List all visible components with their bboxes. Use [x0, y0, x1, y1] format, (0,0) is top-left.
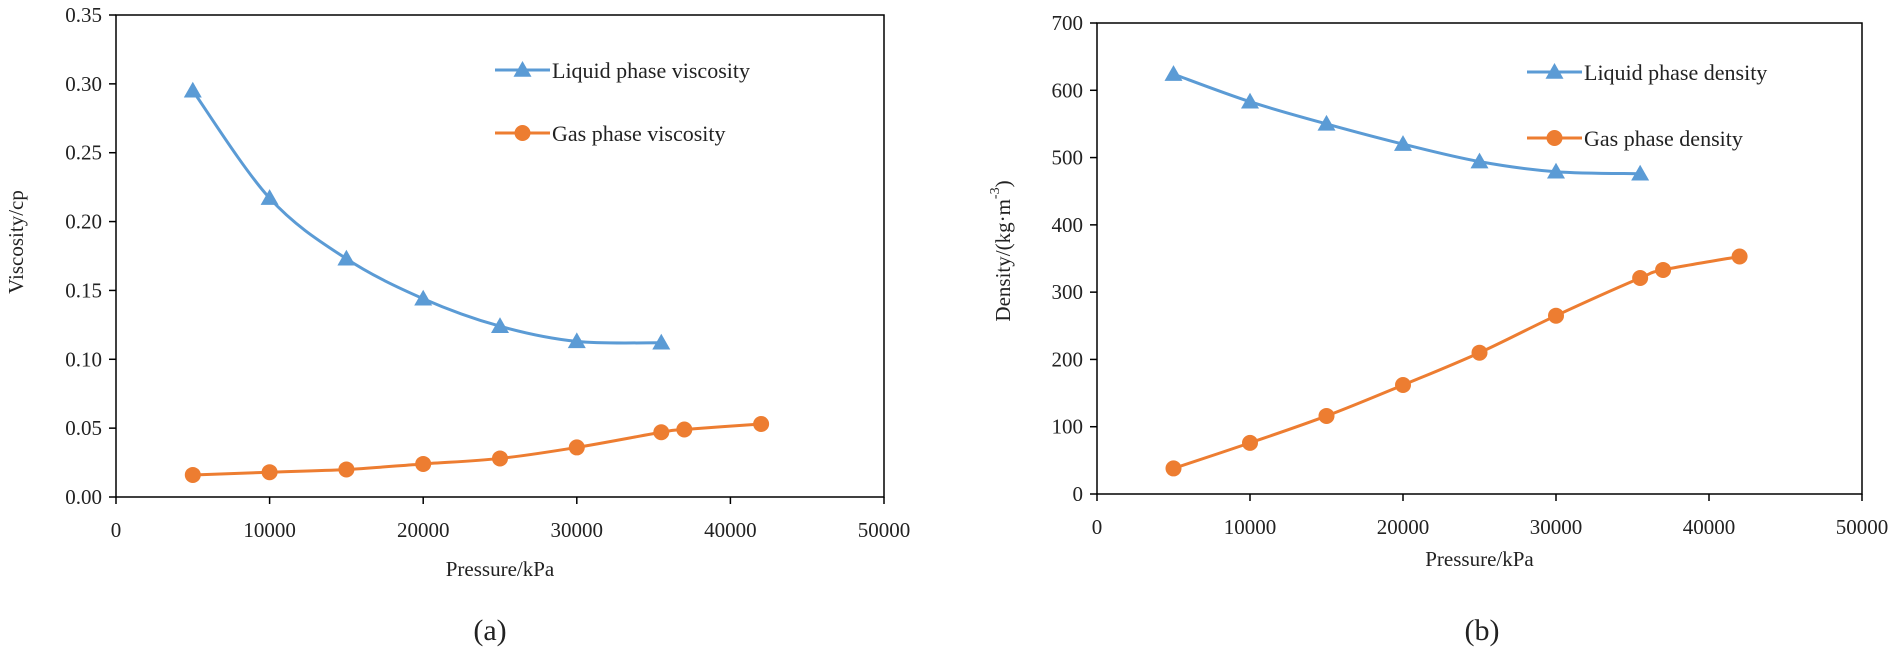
legend-entry-liquid: Liquid phase density	[1527, 60, 1767, 85]
x-axis-title: Pressure/kPa	[446, 557, 555, 581]
data-point-gas	[1548, 307, 1564, 324]
panel-caption: (b)	[1465, 614, 1500, 647]
y-axis-title: Viscosity/cp	[4, 190, 28, 294]
x-tick-label: 30000	[551, 518, 604, 542]
data-point-gas	[1318, 407, 1335, 424]
y-tick-label: 0.25	[65, 141, 102, 165]
data-point-liquid	[183, 81, 202, 98]
data-point-gas	[1395, 376, 1411, 393]
series-line-gas	[1173, 255, 1740, 470]
data-point-liquid	[337, 249, 356, 266]
legend-marker	[513, 61, 532, 77]
chart-panel-b: 0 100 200 300 400 500 600 700 0 10000 20000 30000 40…	[988, 11, 1889, 647]
x-tick-label: 40000	[704, 518, 757, 542]
legend-marker	[1546, 130, 1563, 146]
y-tick-label: 200	[1052, 347, 1084, 371]
series-gas	[1165, 248, 1748, 477]
y-tick-label: 100	[1052, 415, 1084, 439]
data-point-liquid	[1317, 114, 1336, 131]
series-line-liquid	[1172, 72, 1641, 176]
x-tick-label: 40000	[1683, 515, 1736, 539]
data-point-gas	[1655, 261, 1672, 278]
data-point-gas	[676, 421, 693, 438]
series-liquid	[183, 81, 671, 350]
data-point-liquid	[652, 333, 671, 350]
x-tick-label: 50000	[1836, 515, 1889, 539]
data-point-gas	[261, 464, 278, 481]
legend-entry-liquid: Liquid phase viscosity	[495, 58, 750, 83]
data-point-gas	[1242, 434, 1258, 451]
legend-marker	[514, 125, 531, 141]
y-axis-title-main: Viscosity/cp	[4, 190, 28, 294]
plot-area-frame	[115, 14, 885, 498]
y-tick-label: 500	[1052, 146, 1084, 170]
data-point-gas	[1471, 344, 1488, 361]
y-tick-label: 0.30	[65, 72, 102, 96]
data-point-gas	[338, 461, 355, 478]
x-tick-label: 20000	[397, 518, 450, 542]
y-tick-label: 0.10	[65, 347, 102, 371]
data-point-liquid	[567, 332, 586, 349]
y-axis-title-superscript: -3	[988, 187, 1003, 199]
x-tick-label: 30000	[1530, 515, 1583, 539]
data-point-gas	[492, 450, 508, 467]
data-point-liquid	[1241, 92, 1259, 109]
x-tick-label: 20000	[1377, 515, 1430, 539]
legend-entry-gas: Gas phase viscosity	[495, 121, 726, 146]
y-tick-label: 0.15	[65, 278, 102, 302]
data-point-liquid	[1631, 164, 1650, 181]
data-point-liquid	[260, 189, 279, 205]
data-point-liquid	[1470, 152, 1489, 169]
legend-label: Liquid phase density	[1584, 60, 1767, 85]
series-liquid	[1164, 65, 1650, 181]
series-line-gas	[192, 422, 762, 477]
legend-marker	[1545, 63, 1564, 79]
y-tick-label: 0.05	[65, 416, 102, 440]
y-axis-title: Density/(kg·m-3)	[988, 180, 1016, 321]
series-gas	[184, 416, 770, 483]
legend-label: Liquid phase viscosity	[552, 58, 750, 83]
x-tick-label: 10000	[1224, 515, 1277, 539]
data-point-liquid	[1547, 162, 1565, 179]
legend-entry-gas: Gas phase density	[1527, 126, 1743, 151]
data-point-gas	[1165, 460, 1182, 477]
y-tick-label: 300	[1052, 280, 1084, 304]
y-tick-label: 400	[1052, 213, 1084, 237]
y-tick-label: 0.20	[65, 210, 102, 234]
x-tick-label: 0	[1092, 515, 1103, 539]
data-point-gas	[184, 466, 201, 483]
data-point-gas	[653, 424, 670, 441]
y-tick-label: 0.35	[65, 3, 102, 27]
x-tick-label: 50000	[858, 518, 911, 542]
data-point-liquid	[1394, 135, 1412, 151]
y-tick-label: 700	[1052, 11, 1084, 35]
x-tick-label: 10000	[243, 518, 296, 542]
data-point-liquid	[491, 317, 509, 333]
x-axis-title: Pressure/kPa	[1425, 547, 1534, 571]
y-axis-title-end: )	[991, 180, 1015, 187]
x-tick-label: 0	[111, 518, 122, 542]
y-tick-label: 600	[1052, 78, 1084, 102]
data-point-gas	[415, 455, 432, 472]
data-point-gas	[568, 439, 585, 456]
plot-area-frame	[1096, 22, 1863, 495]
y-tick-label: 0	[1073, 482, 1084, 506]
data-point-liquid	[414, 289, 433, 306]
y-axis-title-main: Density/(kg·m	[991, 199, 1015, 321]
data-point-gas	[753, 416, 770, 433]
y-tick-label: 0.00	[65, 485, 102, 509]
chart-panel-a: 0.00 0.05 0.10 0.15 0.20 0.25 0.30 0.35 0 10000 20…	[4, 3, 910, 647]
data-point-gas	[1731, 248, 1748, 265]
legend-label: Gas phase density	[1584, 126, 1743, 151]
legend-label: Gas phase viscosity	[552, 121, 726, 146]
panel-caption: (a)	[473, 614, 506, 647]
data-point-gas	[1632, 270, 1649, 287]
data-point-liquid	[1164, 65, 1183, 81]
